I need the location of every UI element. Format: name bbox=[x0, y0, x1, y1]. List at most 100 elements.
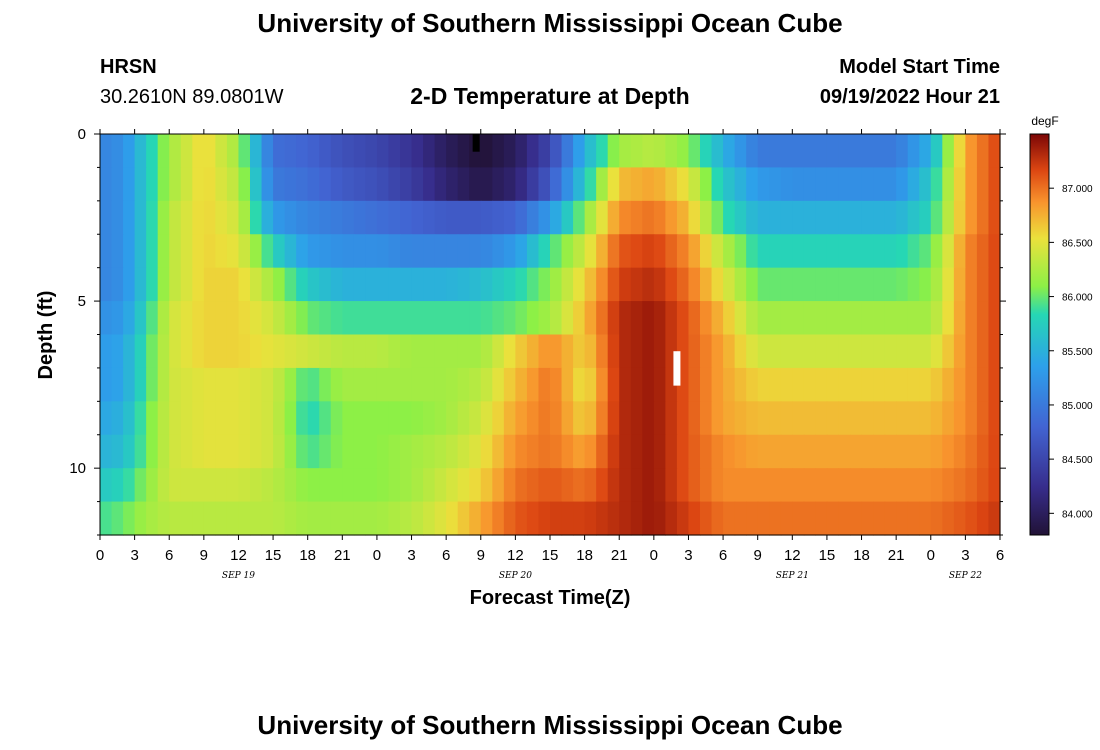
heatmap-cell bbox=[746, 501, 759, 536]
heatmap-cell bbox=[688, 200, 701, 235]
heatmap-cell bbox=[861, 367, 874, 402]
heatmap-cell bbox=[526, 401, 540, 436]
heatmap-cell bbox=[100, 200, 113, 235]
heatmap-cell bbox=[596, 367, 609, 402]
heatmap-cell bbox=[215, 334, 228, 369]
x-date-label: SEP 22 bbox=[949, 571, 982, 581]
heatmap-cell bbox=[584, 367, 597, 402]
heatmap-cell bbox=[342, 200, 355, 235]
heatmap-cell bbox=[238, 200, 251, 235]
heatmap-cell bbox=[100, 367, 113, 402]
heatmap-cell bbox=[307, 234, 320, 269]
heatmap-cell bbox=[157, 267, 170, 302]
heatmap-cell bbox=[653, 167, 666, 202]
x-tick-label: 3 bbox=[684, 547, 692, 564]
heatmap-cell bbox=[573, 434, 586, 469]
heatmap-cell bbox=[134, 434, 147, 469]
heatmap-cell bbox=[873, 167, 886, 202]
heatmap-cell bbox=[792, 367, 805, 402]
heatmap-cell bbox=[746, 468, 759, 503]
heatmap-cell bbox=[469, 234, 482, 269]
heatmap-cell bbox=[896, 234, 909, 269]
heatmap-cell bbox=[930, 301, 943, 336]
heatmap-cell bbox=[123, 501, 136, 536]
heatmap-cell bbox=[596, 434, 609, 469]
heatmap-cell bbox=[815, 468, 828, 503]
heatmap-cell bbox=[884, 301, 897, 336]
heatmap-cell bbox=[123, 334, 136, 369]
heatmap-cell bbox=[388, 434, 401, 469]
heatmap-cell bbox=[676, 468, 690, 503]
heatmap-cell bbox=[746, 200, 759, 235]
heatmap-cell bbox=[676, 134, 690, 169]
heatmap-cell bbox=[342, 234, 355, 269]
heatmap-cell bbox=[919, 234, 932, 269]
heatmap-cell bbox=[711, 434, 724, 469]
heatmap-cell bbox=[757, 468, 770, 503]
heatmap-cell bbox=[261, 301, 274, 336]
heatmap-cell bbox=[792, 267, 805, 302]
heatmap-cell bbox=[261, 434, 274, 469]
heatmap-cell bbox=[584, 501, 597, 536]
heatmap-cell bbox=[584, 167, 597, 202]
heatmap-cell bbox=[134, 134, 147, 169]
heatmap-cell bbox=[826, 134, 840, 169]
heatmap-cell bbox=[630, 301, 643, 336]
heatmap-cell bbox=[873, 267, 886, 302]
heatmap-cell bbox=[815, 267, 828, 302]
heatmap-cell bbox=[746, 367, 759, 402]
heatmap-cell bbox=[480, 267, 493, 302]
heatmap-cell bbox=[526, 134, 540, 169]
heatmap-cell bbox=[203, 401, 216, 436]
heatmap-cell bbox=[665, 468, 678, 503]
heatmap-cell bbox=[134, 167, 147, 202]
heatmap-cell bbox=[180, 167, 193, 202]
heatmap-cell bbox=[503, 501, 516, 536]
heatmap-cell bbox=[250, 501, 263, 536]
heatmap-cell bbox=[400, 234, 413, 269]
heatmap-cell bbox=[111, 134, 124, 169]
heatmap-cell bbox=[134, 234, 147, 269]
heatmap-cell bbox=[607, 367, 620, 402]
heatmap-cell bbox=[146, 434, 159, 469]
heatmap-cell bbox=[896, 301, 909, 336]
x-tick-label: 18 bbox=[576, 547, 593, 564]
heatmap-cell bbox=[250, 334, 263, 369]
heatmap-cell bbox=[365, 401, 378, 436]
heatmap-cell bbox=[653, 434, 666, 469]
heatmap-cell bbox=[861, 267, 874, 302]
heatmap-cell bbox=[561, 501, 574, 536]
heatmap-cell bbox=[215, 234, 228, 269]
heatmap-cell bbox=[838, 234, 851, 269]
heatmap-cell bbox=[700, 301, 713, 336]
heatmap-cell bbox=[342, 501, 355, 536]
heatmap-cell bbox=[273, 167, 286, 202]
heatmap-cell bbox=[515, 167, 528, 202]
heatmap-cell bbox=[538, 367, 551, 402]
heatmap-cell bbox=[526, 468, 540, 503]
heatmap-cell bbox=[353, 401, 366, 436]
heatmap-cell bbox=[100, 301, 113, 336]
heatmap-cell bbox=[619, 134, 632, 169]
heatmap-cell bbox=[596, 301, 609, 336]
heatmap-cell bbox=[976, 167, 990, 202]
heatmap-cell bbox=[250, 267, 263, 302]
heatmap-cell bbox=[723, 234, 736, 269]
heatmap-cell bbox=[561, 401, 574, 436]
heatmap-cell bbox=[123, 434, 136, 469]
heatmap-cell bbox=[688, 267, 701, 302]
heatmap-cell bbox=[573, 267, 586, 302]
heatmap-cell bbox=[100, 401, 113, 436]
heatmap-cell bbox=[342, 401, 355, 436]
heatmap-cell bbox=[238, 167, 251, 202]
heatmap-cell bbox=[850, 367, 863, 402]
heatmap-cell bbox=[250, 468, 263, 503]
heatmap-cell bbox=[434, 167, 447, 202]
heatmap-cell bbox=[953, 134, 966, 169]
heatmap-cell bbox=[469, 301, 482, 336]
heatmap-cell bbox=[965, 267, 978, 302]
heatmap-cell bbox=[538, 468, 551, 503]
heatmap-cell bbox=[826, 301, 840, 336]
heatmap-cell bbox=[792, 134, 805, 169]
colorbar-unit: degF bbox=[1031, 114, 1058, 128]
